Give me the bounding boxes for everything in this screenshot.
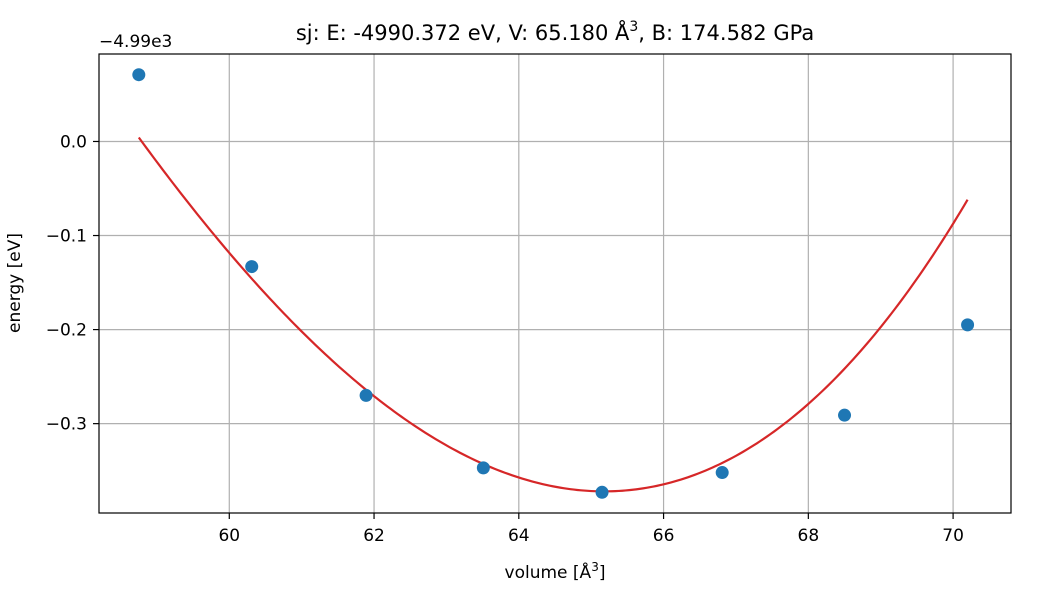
- y-tick-label: −0.3: [46, 415, 87, 435]
- data-point: [359, 388, 373, 402]
- x-tick-label: 62: [363, 526, 385, 546]
- data-point: [476, 461, 490, 475]
- y-tick-label: −0.2: [46, 321, 87, 341]
- data-point: [838, 408, 852, 422]
- data-point: [132, 68, 146, 82]
- x-tick-label: 60: [218, 526, 240, 546]
- data-point: [961, 318, 975, 332]
- data-point: [715, 466, 729, 480]
- x-axis-label: volume [Å3]: [505, 560, 606, 583]
- y-tick-label: −0.1: [46, 227, 87, 247]
- grid-layer: [99, 54, 1011, 513]
- chart-title: sj: E: -4990.372 eV, V: 65.180 Å3, B: 17…: [296, 19, 814, 45]
- x-tick-label: 68: [798, 526, 820, 546]
- data-point: [595, 485, 609, 499]
- data-points-layer: [132, 68, 975, 499]
- plot-frame: [98, 53, 1012, 514]
- data-point: [245, 260, 259, 274]
- x-axis-ticks: 60 62 64 66 68 70: [218, 513, 964, 546]
- y-axis-offset-label: −4.99e3: [99, 32, 172, 52]
- y-axis-label: energy [eV]: [5, 233, 25, 333]
- fit-curve-layer: [137, 136, 969, 493]
- x-tick-label: 66: [653, 526, 675, 546]
- x-tick-label: 64: [508, 526, 530, 546]
- x-tick-label: 70: [942, 526, 964, 546]
- y-axis-ticks: 0.0 −0.1 −0.2 −0.3: [46, 132, 99, 435]
- fit-curve: [137, 136, 969, 493]
- y-tick-label: 0.0: [60, 132, 87, 152]
